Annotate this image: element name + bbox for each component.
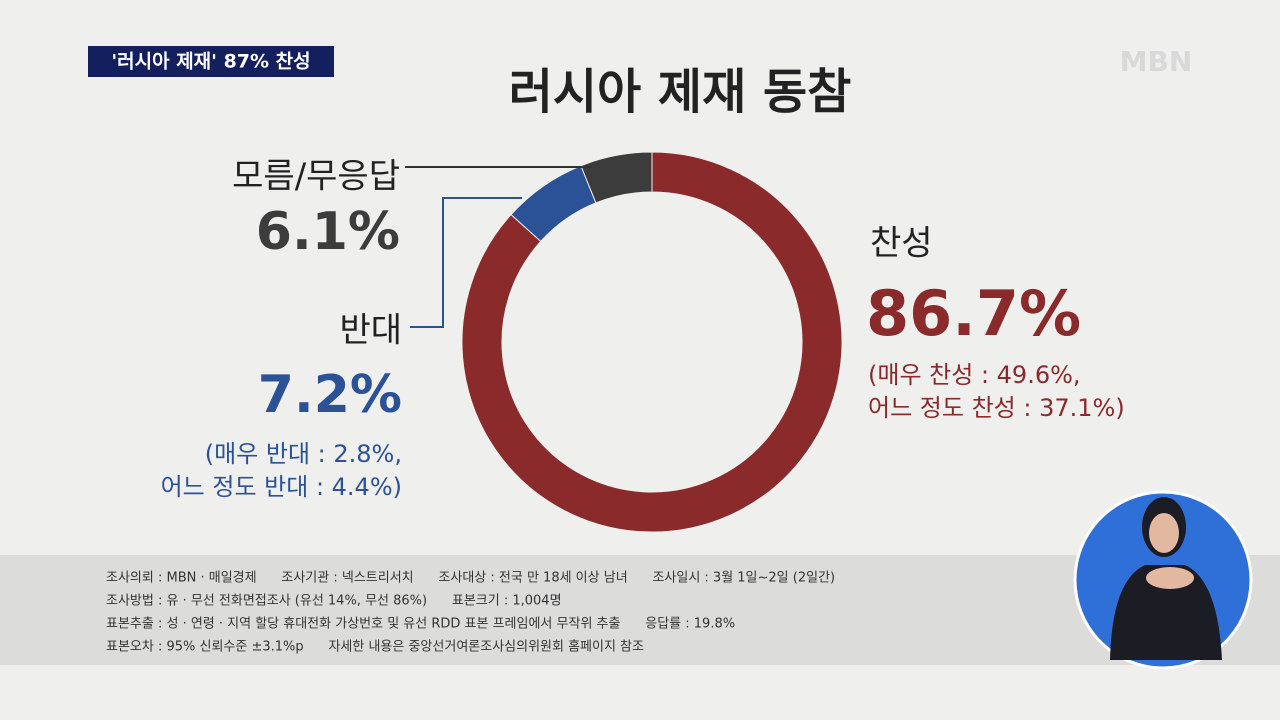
footer-line: 표본추출 : 성 · 연령 · 지역 할당 휴대전화 가상번호 및 유선 RDD… bbox=[106, 617, 735, 632]
value-label: 6.1% bbox=[256, 202, 400, 262]
logo: MBN bbox=[1120, 45, 1193, 78]
caption-box bbox=[88, 46, 334, 77]
donut-slice bbox=[461, 151, 843, 533]
value-label: 86.7% bbox=[866, 277, 1081, 350]
chart-title: 러시아 제재 동참 bbox=[509, 64, 852, 120]
annotation: 어느 정도 찬성 : 37.1%) bbox=[868, 394, 1125, 422]
leader-line bbox=[410, 197, 522, 328]
annotation: 어느 정도 반대 : 4.4%) bbox=[161, 473, 402, 501]
sign-interpreter bbox=[1073, 490, 1253, 670]
footer-band bbox=[0, 555, 1280, 665]
donut-slice bbox=[580, 151, 653, 204]
footer-line: 조사방법 : 유 · 무선 전화면접조사 (유선 14%, 무선 86%) 표본… bbox=[106, 594, 562, 609]
interpreter-face bbox=[1149, 513, 1179, 553]
footer-line: 조사의뢰 : MBN · 매일경제 조사기관 : 넥스트리서치 조사대상 : 전… bbox=[106, 571, 835, 586]
annotation: (매우 반대 : 2.8%, bbox=[205, 440, 402, 468]
footer-line: 표본오차 : 95% 신뢰수준 ±3.1%p 자세한 내용은 중앙선거여론조사심… bbox=[106, 640, 644, 655]
slice-label: 찬성 bbox=[870, 224, 933, 264]
interpreter-body bbox=[1110, 565, 1222, 660]
value-label: 7.2% bbox=[258, 365, 402, 425]
caption: '러시아 제재' 87% 찬성 bbox=[111, 51, 310, 73]
slice-label: 모름/무응답 bbox=[232, 157, 400, 197]
donut bbox=[461, 151, 843, 533]
interpreter-hands bbox=[1146, 567, 1194, 589]
slice-label: 반대 bbox=[339, 311, 402, 351]
annotation: (매우 찬성 : 49.6%, bbox=[868, 361, 1081, 389]
